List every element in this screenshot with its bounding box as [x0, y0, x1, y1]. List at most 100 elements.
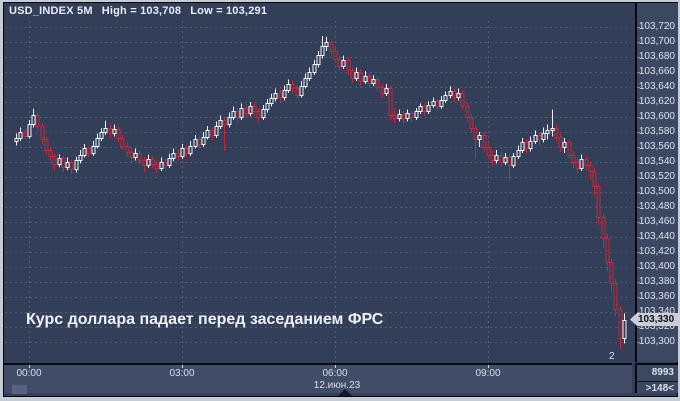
candle: [120, 135, 125, 150]
candle: [167, 153, 172, 168]
candle: [27, 120, 32, 139]
candle: [528, 136, 533, 152]
candle: [452, 88, 457, 102]
candle: [290, 81, 295, 93]
candle: [86, 146, 91, 158]
candle: [65, 157, 70, 171]
candle: [337, 55, 342, 71]
candle: [507, 154, 512, 180]
candle: [295, 85, 300, 99]
price-axis-tick: [637, 312, 640, 313]
chart-plot[interactable]: [4, 3, 632, 363]
candle: [537, 132, 542, 146]
candle: [524, 139, 529, 153]
price-axis-tick: [637, 327, 640, 328]
candle: [44, 136, 49, 155]
candle: [23, 129, 28, 140]
candle: [473, 125, 478, 159]
candle: [465, 102, 470, 122]
price-axis-label: 103,340: [638, 306, 675, 317]
candle: [431, 97, 436, 108]
price-axis[interactable]: 103,330 103,720 103,700 103,680 103,660 103,…: [630, 3, 680, 362]
candle: [312, 60, 317, 75]
candle: [622, 313, 627, 344]
candle: [358, 69, 363, 86]
candle: [588, 162, 593, 180]
candle: [303, 73, 308, 89]
candle: [511, 153, 516, 168]
candle: [541, 127, 546, 143]
price-axis-label: 103,420: [638, 246, 675, 257]
candle: [137, 150, 142, 165]
candle: [69, 159, 74, 174]
price-axis-label: 103,540: [638, 156, 675, 167]
time-axis[interactable]: 12.июн.23 00:00 03:00 06:00 09:00: [4, 363, 632, 394]
candle: [409, 110, 414, 123]
candle: [545, 124, 550, 140]
candle: [57, 154, 62, 168]
price-axis-label: 103,640: [638, 81, 675, 92]
candle: [265, 99, 270, 113]
candle: [231, 106, 236, 120]
candle: [550, 109, 555, 137]
candle: [320, 36, 325, 59]
candle: [99, 128, 104, 141]
candlestick-chart[interactable]: USD_INDEX 5M High = 103,708 Low = 103,291 …: [4, 3, 632, 363]
price-axis-tick: [637, 87, 640, 88]
candle: [333, 48, 338, 63]
candle: [554, 124, 559, 141]
time-axis-tick: [182, 365, 183, 368]
price-axis-label: 103,400: [638, 261, 675, 272]
candle: [456, 88, 461, 101]
corner-value-upper: 8993: [651, 367, 674, 378]
candle: [460, 90, 465, 110]
candle: [95, 133, 100, 149]
candle: [82, 144, 87, 158]
candle: [154, 160, 159, 173]
price-axis-tick: [637, 42, 640, 43]
candle: [307, 67, 312, 81]
candle: [171, 148, 176, 162]
candle: [146, 154, 151, 168]
candle: [125, 142, 130, 157]
current-price-tag: 103,330: [630, 313, 680, 326]
price-axis-tick: [637, 282, 640, 283]
price-axis-label: 103,520: [638, 171, 675, 182]
candle: [448, 86, 453, 99]
candle: [116, 126, 121, 143]
price-axis-tick: [637, 237, 640, 238]
candle: [388, 85, 393, 120]
candle: [159, 157, 164, 171]
candle: [392, 108, 397, 123]
price-axis-label: 103,680: [638, 51, 675, 62]
price-axis-tick: [637, 162, 640, 163]
corner-value-lower: >148<: [637, 381, 678, 394]
price-axis-label: 103,380: [638, 276, 675, 287]
candle: [61, 156, 66, 172]
candle: [316, 51, 321, 68]
candle: [618, 306, 623, 349]
candle: [601, 213, 606, 248]
candle: [184, 145, 189, 158]
candle: [571, 151, 576, 168]
price-axis-tick: [637, 222, 640, 223]
price-axis-label: 103,580: [638, 126, 675, 137]
candle: [486, 142, 491, 159]
scrollbar-thumb[interactable]: [12, 385, 27, 394]
candle: [533, 130, 538, 144]
candle: [78, 150, 83, 164]
candle: [48, 147, 53, 161]
price-axis-tick: [637, 117, 640, 118]
candle: [205, 126, 210, 140]
candle: [567, 139, 572, 159]
session-high-label: High = 103,708: [101, 5, 182, 17]
candle: [40, 123, 45, 144]
candle: [579, 154, 584, 171]
candle: [52, 153, 57, 171]
price-axis-label: 103,660: [638, 66, 675, 77]
candle: [31, 108, 36, 128]
candle: [380, 84, 385, 98]
candle: [252, 103, 257, 116]
price-axis-tick: [637, 57, 640, 58]
